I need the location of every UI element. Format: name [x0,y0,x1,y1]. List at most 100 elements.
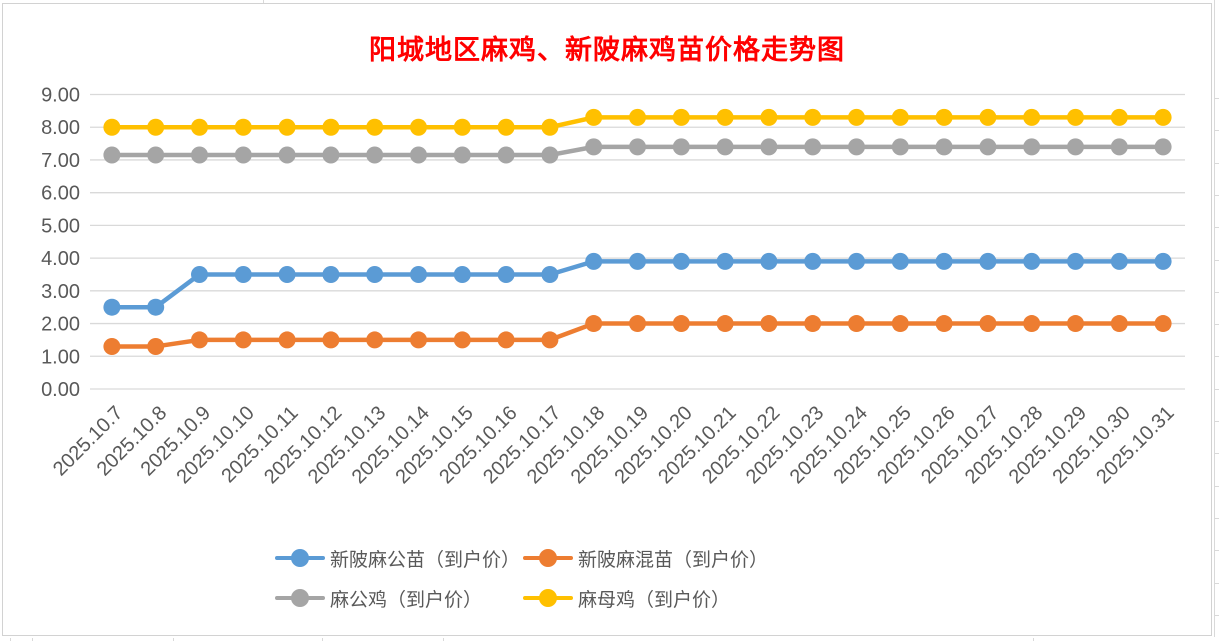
y-tick-label: 0.00 [41,379,80,401]
data-point [234,331,252,349]
data-point [234,265,252,283]
data-point [1154,108,1172,126]
data-point [672,138,690,156]
data-point [234,146,252,164]
data-point [541,118,559,136]
data-point [1067,315,1084,333]
data-point [1023,138,1041,156]
data-point [629,315,646,333]
y-tick-label: 6.00 [41,183,80,205]
data-point [497,118,515,136]
data-point [234,118,252,136]
data-point [147,146,165,164]
data-point [1154,252,1172,270]
data-point [629,138,646,156]
data-point [191,331,208,349]
data-point [103,337,121,355]
sheet-gridline [322,638,323,641]
sheet-gridline [1214,583,1219,584]
legend-item-2[interactable]: 麻公鸡（到户价） [275,584,482,612]
data-point [541,331,559,349]
data-point [804,315,822,333]
sheet-gridline [1214,421,1219,422]
data-point [672,315,690,333]
data-point [278,146,296,164]
data-point [453,331,471,349]
data-point [891,252,909,270]
legend-line-marker-icon [275,589,325,607]
data-point [935,108,953,126]
sheet-gridline [263,0,264,3]
data-point [366,331,384,349]
sheet-gridline [10,638,11,641]
data-point [541,146,559,164]
data-point [848,138,865,156]
chart-legend: 新陂麻公苗（到户价） 新陂麻混苗（到户价） [0,544,1219,572]
sheet-gridline [1214,195,1219,196]
sheet-gridline [443,638,444,641]
sheet-gridline [1214,453,1219,454]
legend-label: 新陂麻混苗（到户价） [578,549,769,571]
data-point [322,146,340,164]
data-point [760,138,778,156]
price-chart[interactable]: 阳城地区麻鸡、新陂麻鸡苗价格走势图 [2,3,1212,636]
sheet-gridline [1214,0,1215,637]
data-point [760,315,778,333]
data-point [497,265,515,283]
data-point [716,138,734,156]
data-point [191,118,208,136]
legend-item-0[interactable]: 新陂麻公苗（到户价） [275,544,520,572]
sheet-gridline [1214,227,1219,228]
legend-item-3[interactable]: 麻母鸡（到户价） [523,584,730,612]
data-point [585,315,603,333]
data-point [891,315,909,333]
y-tick-label: 4.00 [41,248,80,270]
legend-item-1[interactable]: 新陂麻混苗（到户价） [523,544,768,572]
chart-legend: 麻公鸡（到户价） 麻母鸡（到户价） [0,584,1219,612]
data-point [103,118,121,136]
data-point [1154,315,1172,333]
data-point [891,108,909,126]
data-point [410,118,427,136]
data-point [366,146,384,164]
data-point [1067,252,1084,270]
y-tick-label: 2.00 [41,314,80,336]
y-tick-label: 1.00 [41,346,80,368]
data-point [716,315,734,333]
y-tick-label: 3.00 [41,281,80,303]
data-point [760,252,778,270]
data-point [979,252,997,270]
data-point [278,265,296,283]
data-point [497,146,515,164]
data-point [1023,108,1041,126]
data-point [1067,108,1084,126]
data-point [147,298,165,316]
sheet-gridline [1033,638,1034,641]
data-point [848,108,865,126]
data-point [103,146,121,164]
data-point [716,108,734,126]
sheet-gridline [1214,98,1219,99]
sheet-gridline [1214,356,1219,357]
data-point [1110,108,1128,126]
data-point [322,331,340,349]
data-point [585,252,603,270]
sheet-gridline [1214,260,1219,261]
plot-area: 0.00 1.00 2.00 3.00 4.00 5.00 6.00 7.00 8.00 9.00… [41,85,1185,488]
data-point [453,118,471,136]
data-point [497,331,515,349]
data-point [147,118,165,136]
data-point [979,138,997,156]
sheet-gridline [1214,486,1219,487]
data-point [322,118,340,136]
sheet-gridline [32,638,33,641]
data-point [716,252,734,270]
sheet-gridline [1214,615,1219,616]
sheet-gridline [1214,389,1219,390]
data-point [760,108,778,126]
data-point [585,108,603,126]
data-point [278,118,296,136]
data-point [585,138,603,156]
data-point [935,138,953,156]
data-point [541,265,559,283]
